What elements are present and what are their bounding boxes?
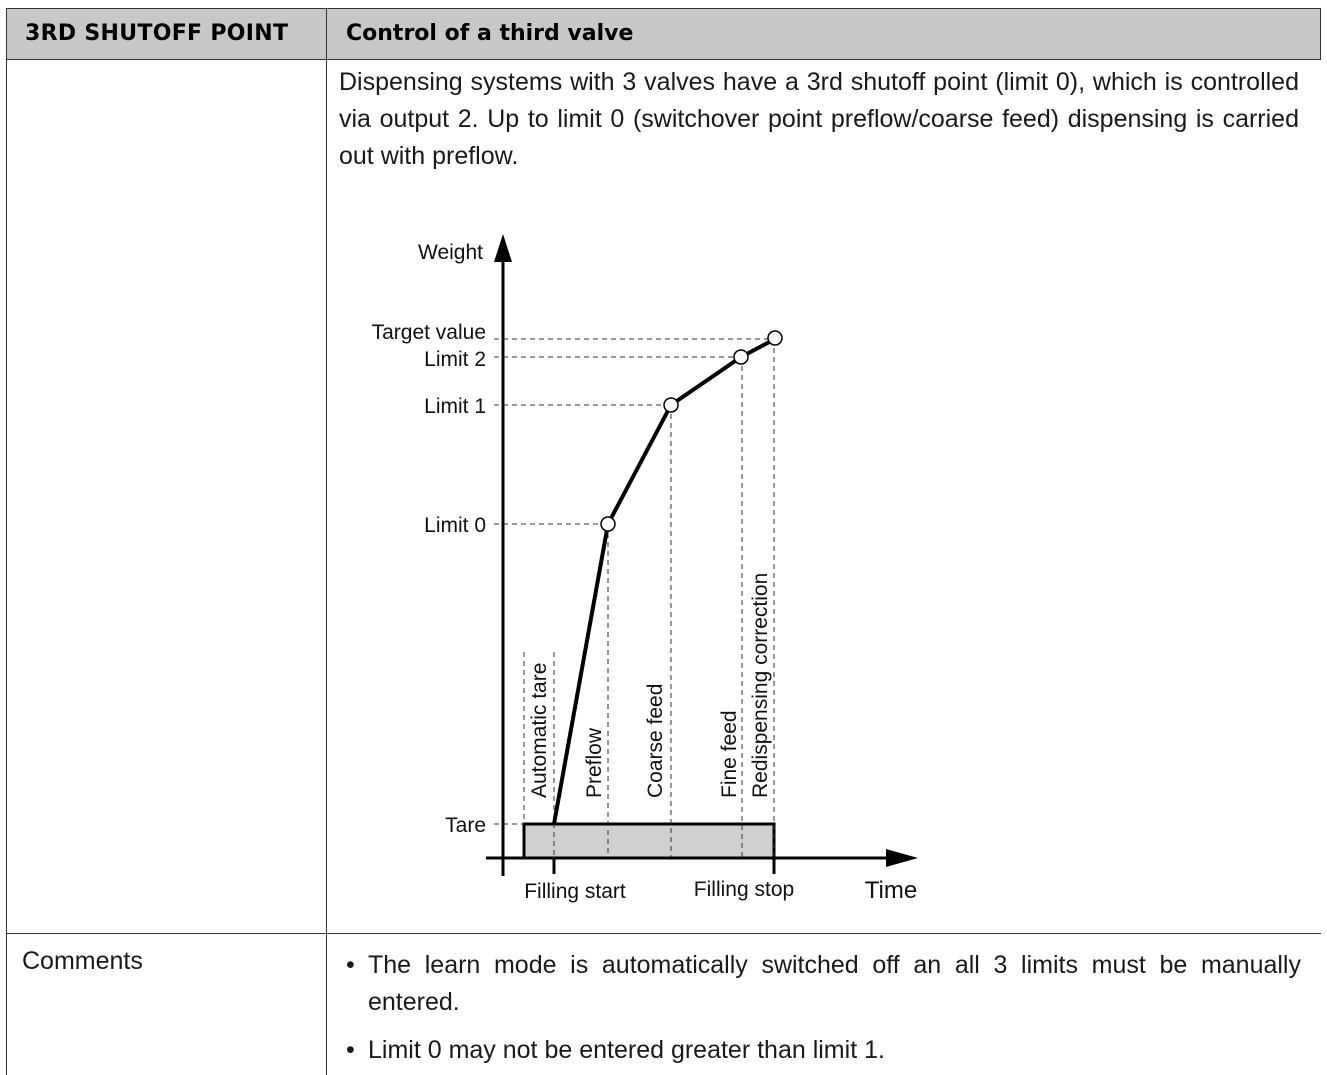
x-axis-arrow bbox=[886, 849, 918, 867]
comment-item: • The learn mode is automatically switch… bbox=[346, 947, 1301, 1021]
parameter-name: 3RD SHUTOFF POINT bbox=[25, 21, 289, 46]
label-filling-start: Filling start bbox=[524, 880, 626, 903]
label-tare: Tare bbox=[445, 814, 486, 837]
table-border-left bbox=[6, 60, 7, 1075]
point-limit-2 bbox=[733, 349, 749, 365]
row-divider bbox=[6, 933, 1321, 934]
label-limit-0: Limit 0 bbox=[424, 514, 486, 537]
label-target-value: Target value bbox=[372, 321, 486, 344]
y-axis-arrow bbox=[494, 234, 512, 262]
parameter-description-title: Control of a third valve bbox=[346, 21, 634, 46]
label-filling-stop: Filling stop bbox=[694, 878, 794, 901]
phase-automatic-tare: Automatic tare bbox=[528, 663, 551, 798]
bullet-dot: • bbox=[346, 951, 355, 979]
table-header: 3RD SHUTOFF POINT Control of a third val… bbox=[6, 8, 1321, 60]
level-guides bbox=[494, 338, 775, 858]
comment-text: Limit 0 may not be entered greater than … bbox=[368, 1036, 885, 1064]
column-divider bbox=[326, 8, 327, 1075]
label-limit-2: Limit 2 bbox=[424, 348, 486, 371]
phase-redispensing-correction: Redispensing correction bbox=[749, 573, 772, 798]
x-axis-label: Time bbox=[865, 877, 917, 904]
point-limit-0 bbox=[600, 516, 616, 532]
tare-region bbox=[524, 824, 774, 858]
label-limit-1: Limit 1 bbox=[424, 395, 486, 418]
point-limit-1 bbox=[663, 397, 679, 413]
description-paragraph: Dispensing systems with 3 valves have a … bbox=[339, 68, 1299, 170]
comment-item: • Limit 0 may not be entered greater tha… bbox=[346, 1032, 1301, 1069]
phase-preflow: Preflow bbox=[583, 727, 606, 798]
bullet-dot: • bbox=[346, 1036, 355, 1064]
tare-outline bbox=[522, 822, 776, 858]
phase-coarse-feed: Coarse feed bbox=[644, 684, 667, 798]
parameter-table: 3RD SHUTOFF POINT Control of a third val… bbox=[6, 8, 1321, 1075]
comment-text: The learn mode is automatically switched… bbox=[368, 951, 1301, 1016]
y-axis-label: Weight bbox=[418, 241, 483, 264]
phase-fine-feed: Fine feed bbox=[718, 710, 741, 798]
point-target-value bbox=[767, 330, 783, 346]
comments-label: Comments bbox=[22, 947, 143, 975]
